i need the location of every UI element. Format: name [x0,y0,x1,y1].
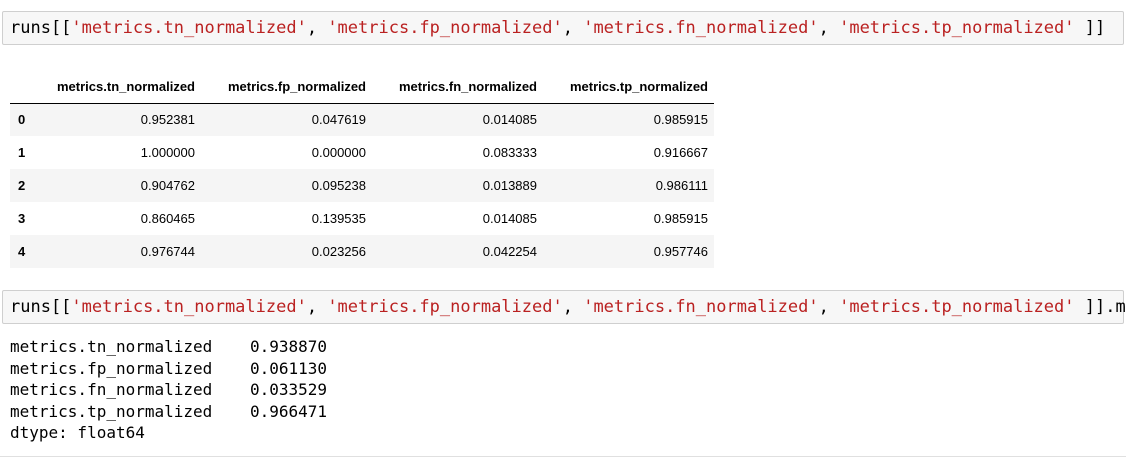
table-cell: 0.013889 [482,178,537,193]
code-arg-2: 'metrics.fp_normalized' [327,297,563,317]
row-index: 0 [18,112,26,128]
output-key: metrics.tn_normalized [10,337,213,356]
code-arg-1: 'metrics.tn_normalized' [71,18,307,38]
code-cell-input-2[interactable]: runs[['metrics.tn_normalized', 'metrics.… [2,290,1126,324]
column-header: metrics.fn_normalized [372,70,543,104]
output-key: metrics.fn_normalized [10,380,213,399]
code-prefix: runs[[ [10,18,72,38]
table-row: 2 0.904762 0.095238 0.013889 0.986111 [10,169,714,202]
code-suffix: ]] [1074,18,1106,38]
table-header-row: metrics.tn_normalized metrics.fp_normali… [10,70,714,104]
column-header: metrics.tn_normalized [35,70,201,104]
table-cell: 0.976744 [140,244,195,259]
table-cell: 0.952381 [140,112,195,128]
table-row: 0 0.952381 0.047619 0.014085 0.985915 [10,103,714,136]
table-cell: 0.023256 [311,244,366,259]
table-cell: 0.860465 [140,211,195,226]
output-line: metrics.tp_normalized 0.966471 [10,401,327,423]
dataframe-output-table: metrics.tn_normalized metrics.fp_normali… [10,70,714,268]
table-cell: 0.139535 [311,211,366,226]
code-suffix: ]].mean() [1084,297,1126,317]
table-cell: 0.985915 [653,211,708,226]
dtype-line: dtype: float64 [10,423,145,442]
table-row: 1 1.000000 0.000000 0.083333 0.916667 [10,136,714,169]
table-row: 4 0.976744 0.023256 0.042254 0.957746 [10,235,714,268]
output-value: 0.033529 [250,380,328,399]
code-prefix: runs[[ [10,297,72,317]
table-cell: 0.986111 [655,178,708,193]
code-arg-2: 'metrics.fp_normalized' [327,18,563,38]
code-arg-4: 'metrics.tp_normalized' [839,297,1075,317]
table-cell: 0.904762 [140,178,195,193]
row-index: 4 [18,244,26,259]
table-cell: 0.047619 [311,112,366,128]
code-arg-4: 'metrics.tp_normalized' [839,18,1075,38]
column-header: metrics.tp_normalized [543,70,714,104]
table-cell: 0.042254 [482,244,537,259]
row-index: 2 [18,178,26,193]
output-key: metrics.fp_normalized [10,358,213,378]
code-cell-input-1[interactable]: runs[['metrics.tn_normalized', 'metrics.… [2,11,1124,45]
table-cell: 0.985915 [653,112,708,128]
output-line: metrics.fn_normalized 0.033529 [10,379,327,401]
output-value: 0.938870 [250,337,328,356]
table-cell: 0.916667 [653,145,708,160]
row-index: 3 [18,211,26,226]
column-header: metrics.fp_normalized [201,70,372,104]
index-header [10,70,35,104]
output-key: metrics.tp_normalized [10,401,213,421]
table-cell: 0.957746 [653,244,708,259]
table-cell: 0.014085 [482,112,537,128]
cell-divider [0,456,1126,457]
table-cell: 0.014085 [482,211,537,226]
table-cell: 0.095238 [311,178,366,193]
mean-output: metrics.tn_normalized 0.938870 metrics.fp_… [10,336,327,444]
output-line: metrics.tn_normalized 0.938870 [10,336,327,358]
code-arg-3: 'metrics.fn_normalized' [583,297,819,317]
output-line: metrics.fp_normalized 0.061130 [10,358,327,380]
code-arg-1: 'metrics.tn_normalized' [71,297,307,317]
table-cell: 1.000000 [140,145,195,160]
output-value: 0.966471 [250,401,328,421]
table-row: 3 0.860465 0.139535 0.014085 0.985915 [10,202,714,235]
output-value: 0.061130 [250,358,328,378]
row-index: 1 [18,145,26,160]
code-arg-3: 'metrics.fn_normalized' [583,18,819,38]
table-cell: 0.083333 [482,145,537,160]
table-cell: 0.000000 [311,145,366,160]
